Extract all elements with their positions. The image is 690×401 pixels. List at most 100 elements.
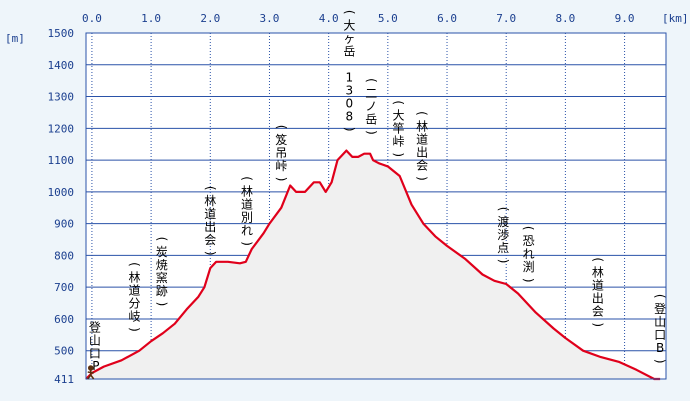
annotation-char: 道 bbox=[592, 279, 604, 293]
annotation-char: 二 bbox=[365, 86, 377, 100]
elevation-line bbox=[85, 149, 661, 381]
annotation-char: 林 bbox=[129, 270, 141, 284]
annotation-char: ) bbox=[653, 359, 667, 364]
annotation-char: ( bbox=[496, 207, 510, 212]
annotation-char: 林 bbox=[241, 185, 253, 199]
annotation-char: ノ bbox=[365, 99, 377, 113]
annotation-char: 焼 bbox=[156, 258, 168, 272]
annotation-char: 笈 bbox=[275, 132, 287, 147]
annotation-char: 岳 bbox=[365, 112, 377, 126]
annotation-char: 山 bbox=[654, 315, 666, 329]
y-tick-label: 700 bbox=[54, 281, 74, 294]
annotation-char: 炭 bbox=[156, 245, 168, 259]
y-tick-label: 1100 bbox=[48, 154, 75, 167]
annotation-char: 岳 bbox=[343, 44, 355, 58]
annotation-char: ) bbox=[128, 327, 142, 332]
annotation-char: 山 bbox=[89, 333, 101, 347]
hiker-icon bbox=[87, 365, 95, 380]
y-tick-label: 600 bbox=[54, 313, 74, 326]
annotation-char: れ bbox=[241, 224, 253, 238]
elevation-area bbox=[86, 150, 661, 379]
annotation-char: 岐 bbox=[129, 309, 141, 323]
annotation-char: ) bbox=[155, 302, 169, 307]
annotation-label: (渡渉点) bbox=[496, 207, 510, 264]
x-tick-label: 4.0 bbox=[319, 12, 339, 25]
parking-marker: P bbox=[92, 359, 99, 373]
annotation-char: 林 bbox=[592, 266, 604, 280]
annotation-char: 道 bbox=[129, 283, 141, 297]
annotation-char: ) bbox=[274, 177, 288, 182]
annotation-char: 大 bbox=[343, 18, 355, 32]
annotation-char: 出 bbox=[592, 292, 604, 306]
annotation-char: ) bbox=[342, 127, 356, 132]
annotation-label: (恐れ渕) bbox=[522, 226, 536, 283]
annotation-char: 窯 bbox=[156, 270, 168, 285]
y-tick-label: 800 bbox=[54, 249, 74, 262]
annotation-char: ) bbox=[496, 259, 510, 264]
annotation-char: 林 bbox=[204, 194, 216, 208]
y-tick-label: 500 bbox=[54, 345, 74, 358]
x-tick-label: 6.0 bbox=[437, 12, 457, 25]
x-tick-labels: 0.0 1.0 2.0 3.0 4.0 5.0 6.0 7.0 8.0 9.0 bbox=[82, 12, 635, 25]
annotation-char: 8 bbox=[346, 109, 354, 123]
annotation-char: ( bbox=[155, 237, 169, 242]
annotation-char: ) bbox=[415, 176, 429, 181]
annotation-char: 3 bbox=[346, 83, 354, 97]
y-unit-label: [m] bbox=[5, 32, 25, 45]
annotation-char: 林 bbox=[416, 120, 428, 134]
y-tick-label: 1400 bbox=[48, 59, 75, 72]
annotation-label: (大竿峠) bbox=[391, 100, 405, 157]
y-tick-label: 411 bbox=[54, 373, 74, 386]
x-tick-label: 2.0 bbox=[200, 12, 220, 25]
annotation-char: 分 bbox=[129, 296, 141, 310]
x-tick-label: 9.0 bbox=[615, 12, 635, 25]
x-tick-label: 3.0 bbox=[260, 12, 280, 25]
annotation-label: (笈吊峠) bbox=[274, 125, 288, 182]
annotation-char: ( bbox=[274, 125, 288, 130]
markers: P bbox=[87, 359, 100, 380]
annotation-char: ( bbox=[653, 294, 667, 299]
annotation-char: 道 bbox=[204, 207, 216, 221]
annotation-char: 大 bbox=[392, 109, 404, 123]
annotation-char: ) bbox=[522, 278, 536, 283]
annotation-char: 道 bbox=[416, 133, 428, 147]
annotation-char: ( bbox=[128, 262, 142, 267]
annotation-label: (二ノ岳) bbox=[364, 78, 378, 135]
annotation-char: 道 bbox=[241, 198, 253, 212]
y-tick-label: 900 bbox=[54, 218, 74, 231]
annotation-char: ) bbox=[591, 322, 605, 327]
annotation-char: ) bbox=[240, 241, 254, 246]
annotation-char: 点 bbox=[497, 241, 509, 255]
x-tick-label: 1.0 bbox=[141, 12, 161, 25]
x-tick-label: 0.0 bbox=[82, 12, 102, 25]
area-fill bbox=[86, 150, 661, 379]
x-unit-label: [km] bbox=[662, 12, 689, 25]
x-tick-label: 7.0 bbox=[496, 12, 516, 25]
annotation-char: 登 bbox=[654, 301, 666, 316]
annotation-char: B bbox=[656, 341, 664, 355]
annotation-char: ( bbox=[203, 186, 217, 191]
annotation-char: 別 bbox=[241, 211, 253, 225]
annotation-char: 峠 bbox=[392, 134, 404, 149]
y-tick-label: 1300 bbox=[48, 91, 75, 104]
annotation-char: 会 bbox=[204, 233, 216, 247]
annotation-char: ) bbox=[203, 251, 217, 256]
annotation-char: 竿 bbox=[392, 121, 404, 136]
annotation-char: ヶ bbox=[343, 31, 355, 45]
y-tick-label: 1500 bbox=[48, 27, 75, 40]
y-tick-label: 1200 bbox=[48, 122, 75, 135]
annotation-char: 峠 bbox=[275, 158, 287, 173]
plot-frame bbox=[85, 32, 667, 380]
annotation-char: 1 bbox=[346, 70, 354, 84]
annotation-char: 0 bbox=[346, 96, 354, 110]
y-tick-labels: 1500 1400 1300 1200 1100 1000 900 800 700 600 500 4… bbox=[48, 27, 75, 386]
annotation-char: ( bbox=[342, 10, 356, 15]
annotation-char: ( bbox=[391, 100, 405, 105]
annotation-label: 登山口 bbox=[89, 319, 101, 360]
annotation-char: 渉 bbox=[497, 227, 509, 242]
